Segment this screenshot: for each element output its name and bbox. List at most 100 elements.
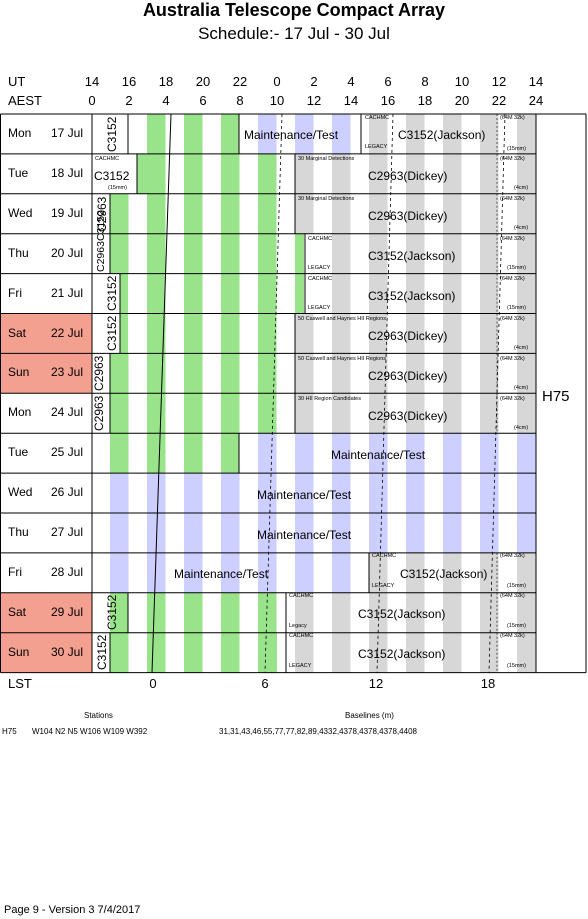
grey-band [443, 233, 462, 274]
maintenance-band [369, 473, 388, 513]
grey-band [406, 114, 425, 154]
r4-receiver: (15mm) [507, 265, 526, 271]
grey-band [332, 393, 351, 434]
grey-band [332, 153, 351, 194]
grey-band [332, 193, 351, 234]
r14-project: C3152(Jackson) [358, 647, 446, 661]
lst-band-green [221, 313, 240, 354]
grey-band [480, 273, 499, 314]
grey-band [517, 114, 536, 154]
lst-band-green [184, 233, 203, 274]
grey-band [406, 233, 425, 274]
page-footer: Page 9 - Version 3 7/4/2017 [4, 904, 141, 916]
lst-band-green [147, 393, 166, 434]
ut-tick: 12 [491, 74, 507, 89]
grey-band [480, 393, 499, 434]
r13-project: C3152(Jackson) [358, 607, 446, 621]
stations-header: Stations [84, 711, 113, 720]
r5-correlator: (64M 32k) [500, 276, 525, 282]
r14-receiver: (15mm) [507, 663, 526, 669]
grey-band [369, 193, 388, 234]
r1-vertical-project: C3152 [105, 116, 119, 152]
grey-band [406, 632, 425, 673]
maintenance-band [406, 513, 425, 553]
r5-legacy: LEGACY [308, 305, 331, 311]
array-configuration: H75 [542, 388, 570, 405]
baselines-list: 31,31,43,46,55,77,77,82,89,4332,4378,437… [219, 727, 417, 736]
lst-band-green [147, 153, 166, 194]
grey-band [443, 114, 462, 154]
ut-tick: 20 [195, 74, 211, 89]
maintenance-band [517, 513, 536, 553]
lst-band-green [110, 632, 129, 673]
grey-band [443, 153, 462, 194]
weekend-cell [1, 592, 92, 633]
maintenance-band [332, 473, 351, 513]
r12-correlator: (64M 32k) [500, 553, 525, 559]
grey-band [443, 193, 462, 234]
day-cell: Wed 26 Jul [1, 473, 92, 512]
maintenance-band [295, 513, 314, 553]
day-cell: Fri 21 Jul [1, 274, 92, 313]
day-name: Sun [8, 365, 30, 380]
grey-band [369, 114, 388, 154]
r6-receiver: (4cm) [514, 345, 529, 351]
maintenance-band [406, 433, 425, 474]
lst-band-green [120, 273, 128, 314]
aest-tick: 6 [199, 93, 207, 108]
maintenance-band [332, 114, 351, 154]
day-cell: Tue 18 Jul [1, 154, 92, 193]
grey-band [517, 592, 536, 633]
grey-band [295, 393, 314, 434]
day-name: Wed [8, 205, 33, 220]
maintenance-band [221, 473, 240, 513]
r4-cachmc: CACHMC [308, 236, 333, 242]
lst-band-green [184, 193, 203, 234]
grey-band [480, 592, 499, 633]
grey-band [406, 552, 425, 593]
grey-band [369, 393, 388, 434]
r7-project: C2963(Dickey) [368, 369, 448, 383]
ut-tick: 2 [310, 74, 318, 89]
lst-band-green [258, 353, 277, 394]
maintenance-band [258, 114, 277, 154]
grey-band [369, 552, 388, 593]
r2-project: C2963(Dickey) [368, 169, 448, 183]
grey-band [443, 393, 462, 434]
lst-band-green [184, 433, 203, 474]
lst-band-green [295, 273, 304, 314]
lst-band-green [120, 313, 128, 354]
ut-tick: 22 [232, 74, 248, 89]
r13-receiver: (15mm) [507, 623, 526, 629]
aest-tick: 20 [454, 93, 470, 108]
r2-receiver: (4cm) [514, 185, 529, 191]
grey-band [369, 273, 388, 314]
ut-tick: 10 [454, 74, 470, 89]
maintenance-band [480, 473, 499, 513]
aest-tick: 24 [528, 93, 544, 108]
r12-legacy: LEGACY [372, 583, 395, 589]
r1-receiver: (15mm) [507, 146, 526, 152]
aest-tick: 8 [236, 93, 244, 108]
lst-band-green [221, 353, 240, 394]
r12-project: C3152(Jackson) [400, 567, 488, 581]
grey-band [369, 233, 388, 274]
lst-band-green [221, 632, 240, 673]
maintenance-band [480, 433, 499, 474]
r9-maintenance: Maintenance/Test [331, 448, 426, 462]
lst-band-green [147, 353, 166, 394]
maintenance-band [295, 473, 314, 513]
r7-vertical-project: C2963 [92, 355, 106, 391]
lst-band-green [147, 313, 166, 354]
aest-tick: 16 [380, 93, 396, 108]
grey-band [295, 193, 314, 234]
grey-band [406, 393, 425, 434]
lst-band-green [221, 273, 240, 314]
maintenance-band [258, 473, 277, 513]
lst-band-green [184, 153, 203, 194]
r12-maintenance: Maintenance/Test [174, 567, 269, 581]
day-date: 26 Jul [51, 485, 84, 500]
lst-band-green [184, 393, 203, 434]
r11-maintenance: Maintenance/Test [257, 528, 352, 542]
maintenance-band [517, 433, 536, 474]
